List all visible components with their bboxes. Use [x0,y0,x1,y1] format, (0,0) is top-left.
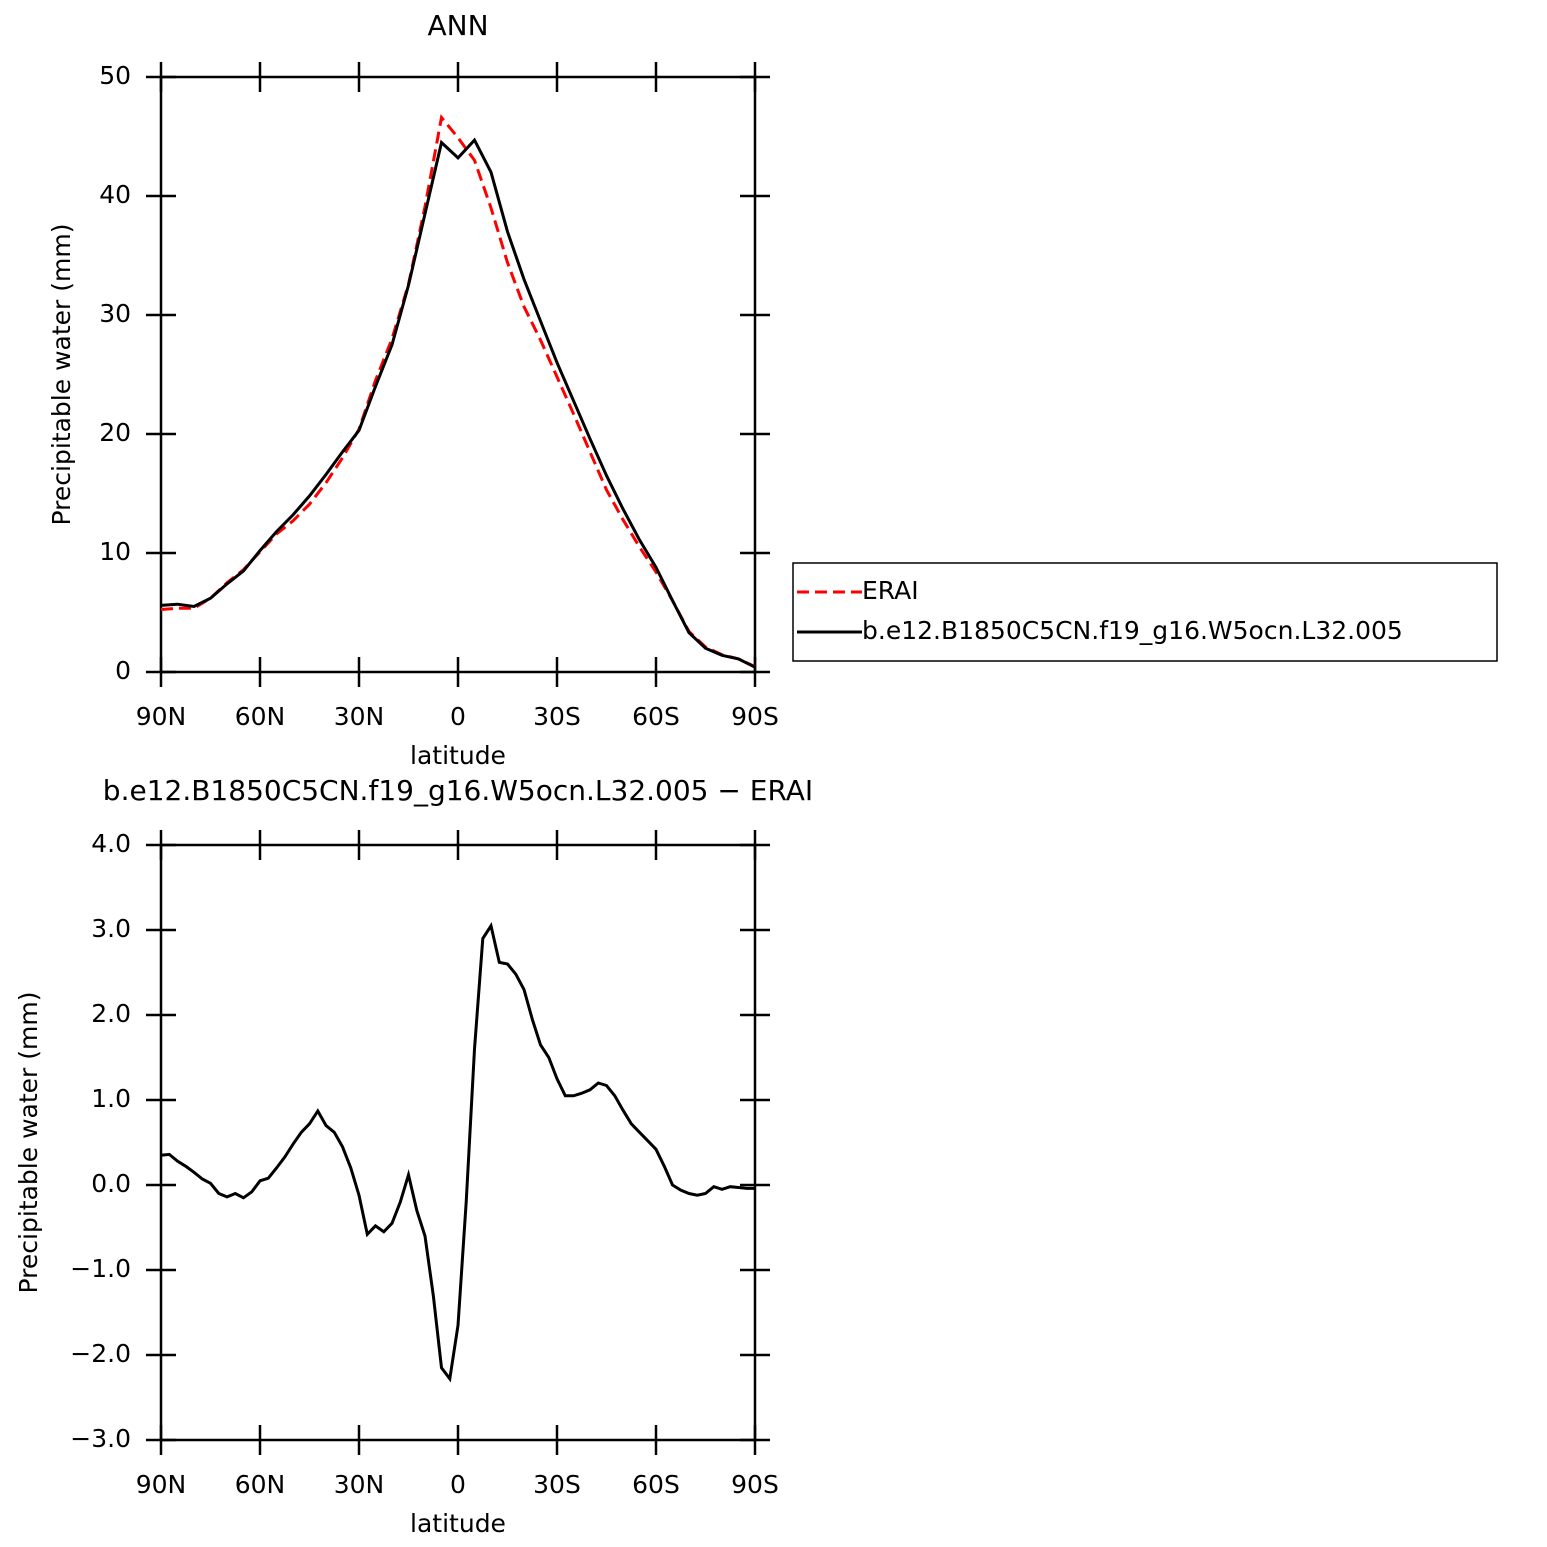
y-tick-label: −2.0 [70,1339,131,1368]
x-tick-label: 90N [136,702,187,731]
y-tick-label: 10 [99,537,131,566]
y-tick-label: −3.0 [70,1424,131,1453]
data-line [160,114,756,668]
y-tick-label: 40 [99,180,131,209]
x-tick-label: 90S [731,702,779,731]
x-axis-label: latitude [410,741,506,770]
x-tick-label: 0 [450,1470,466,1499]
legend-label: b.e12.B1850C5CN.f19_g16.W5ocn.L32.005 [862,616,1403,645]
legend-box [792,562,1498,662]
y-tick-label: 1.0 [91,1084,131,1113]
x-tick-label: 90S [731,1470,779,1499]
y-tick-label: 3.0 [91,914,131,943]
y-tick-label: 20 [99,418,131,447]
x-axis-label: latitude [410,1509,506,1538]
x-tick-label: 30S [533,702,581,731]
plot-frame [159,843,757,1442]
chart-title: ANN [427,9,488,42]
y-tick-label: 50 [99,61,131,90]
x-tick-label: 90N [136,1470,187,1499]
x-tick-label: 0 [450,702,466,731]
y-tick-label: 0 [115,656,131,685]
y-tick-label: 0.0 [91,1169,131,1198]
data-line [160,137,756,669]
x-tick-label: 30N [334,702,385,731]
plot-frame [159,75,757,674]
x-tick-label: 30S [533,1470,581,1499]
x-tick-label: 60N [235,702,286,731]
x-tick-label: 60N [235,1470,286,1499]
y-tick-label: 2.0 [91,999,131,1028]
x-tick-label: 60S [632,1470,680,1499]
data-line [160,921,755,1383]
y-axis-label: Precipitable water (mm) [14,992,43,1294]
y-axis-label: Precipitable water (mm) [47,224,76,526]
x-tick-label: 60S [632,702,680,731]
chart-title: b.e12.B1850C5CN.f19_g16.W5ocn.L32.005 − … [103,774,813,807]
y-tick-label: 30 [99,299,131,328]
legend-label: ERAI [862,576,919,605]
y-tick-label: 4.0 [91,829,131,858]
y-tick-label: −1.0 [70,1254,131,1283]
x-tick-label: 30N [334,1470,385,1499]
